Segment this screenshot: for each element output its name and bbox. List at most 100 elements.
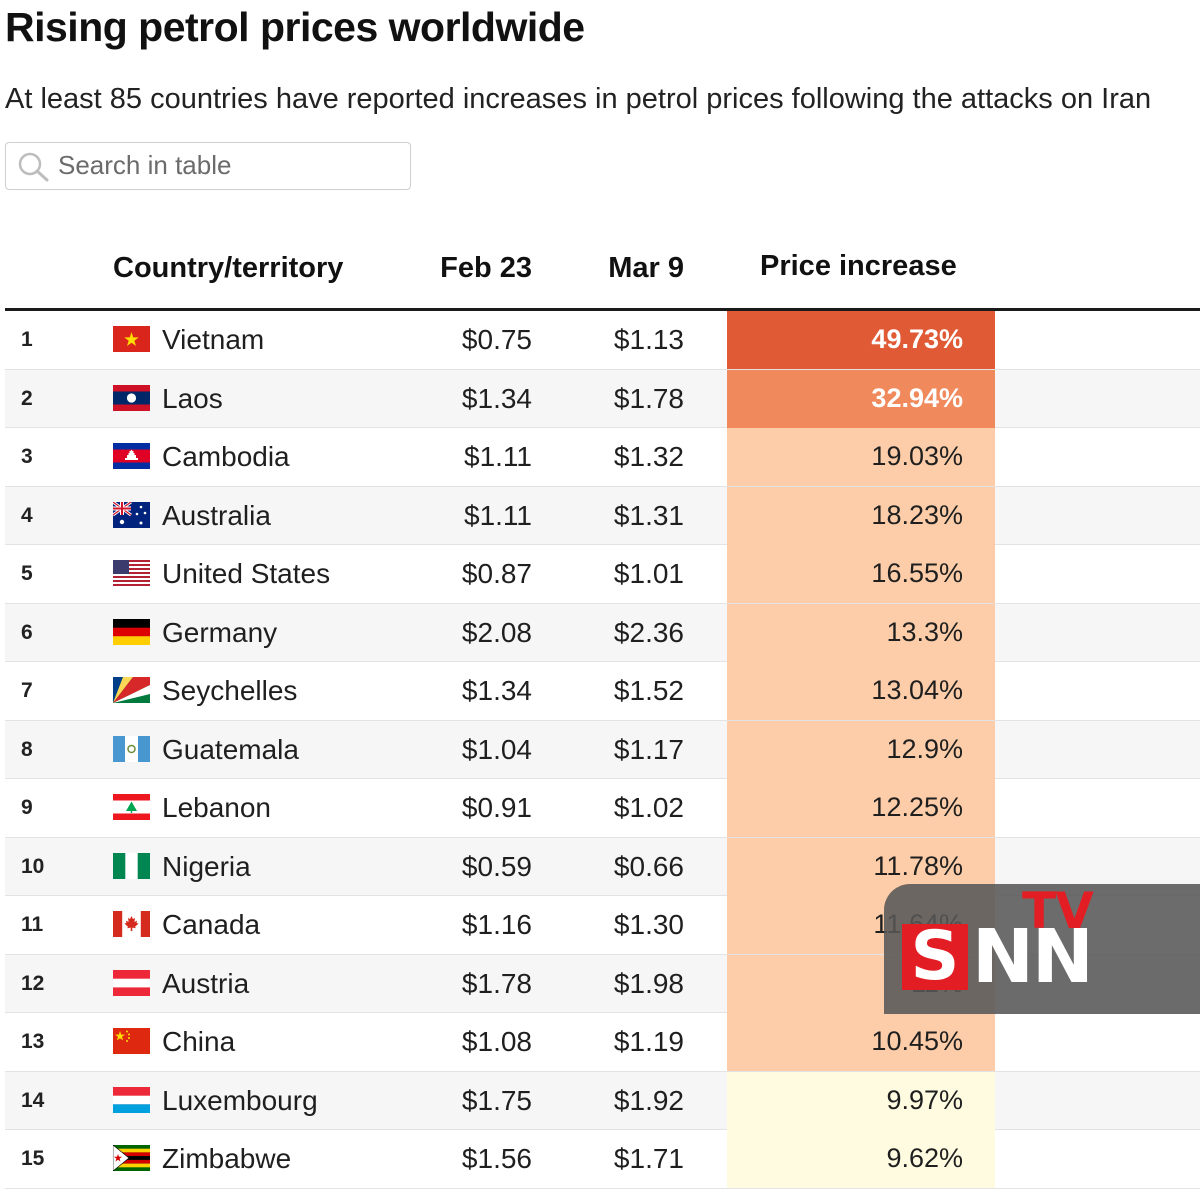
- canada-flag: [113, 911, 150, 937]
- watermark-s: S: [902, 923, 968, 991]
- page-subtitle: At least 85 countries have reported incr…: [5, 83, 1152, 115]
- price-feb-23: $1.11: [464, 441, 532, 472]
- price-feb-23: $1.11: [464, 499, 532, 531]
- luxembourg-flag: [113, 1086, 150, 1113]
- row-rank: 10: [21, 854, 45, 878]
- row-rank: 14: [21, 1088, 45, 1112]
- price-feb-23: $1.08: [461, 1026, 532, 1057]
- price-mar-9: $1.17: [613, 733, 684, 765]
- price-increase-cell: 9.62%: [727, 1130, 995, 1188]
- country-name: Australia: [162, 499, 271, 531]
- price-feb-23: $1.78: [461, 967, 532, 999]
- price-mar-9: $1.98: [613, 967, 684, 999]
- row-rank: 9: [21, 796, 33, 819]
- country-name: Lebanon: [162, 792, 272, 823]
- price-feb-23: $1.04: [461, 733, 532, 765]
- row-rank: 5: [21, 562, 33, 585]
- price-feb-23: $1.75: [461, 1084, 532, 1116]
- column-header-mar-9[interactable]: Mar 9: [608, 252, 684, 284]
- price-mar-9: $1.30: [613, 909, 684, 940]
- table-body: 1 Vietnam $0.75 $1.13 49.73% 2 Laos $1.34 $1.78 3…: [5, 311, 1200, 1189]
- price-increase-cell: 13.04%: [727, 662, 995, 720]
- table-row: 15 Zimbabwe $1.56 $1.71 9.62%: [5, 1130, 1200, 1189]
- watermark-tv: TV: [1022, 882, 1094, 940]
- table-row: 1 Vietnam $0.75 $1.13 49.73%: [5, 311, 1200, 370]
- row-rank: 12: [21, 971, 45, 995]
- table-row: 14 Luxembourg $1.75 $1.92 9.97%: [5, 1071, 1200, 1130]
- row-rank: 15: [21, 1147, 45, 1170]
- table-row: 6 Germany $2.08 $2.36 13.3%: [5, 603, 1200, 662]
- search-icon: [16, 151, 52, 183]
- price-feb-23: $1.56: [461, 1143, 532, 1174]
- table-row: 8 Guatemala $1.04 $1.17 12.9%: [5, 720, 1200, 779]
- row-rank: 13: [21, 1030, 45, 1053]
- price-feb-23: $2.08: [461, 616, 532, 648]
- price-mar-9: $1.01: [613, 558, 684, 589]
- country-name: Seychelles: [162, 675, 298, 706]
- price-mar-9: $1.78: [613, 382, 684, 414]
- price-increase-cell: 49.73%: [727, 311, 995, 369]
- table-row: 3 Cambodia $1.11 $1.32 19.03%: [5, 428, 1200, 487]
- price-mar-9: $1.31: [613, 499, 684, 531]
- vietnam-flag: [113, 326, 150, 352]
- country-name: United States: [162, 558, 331, 589]
- australia-flag: [113, 501, 150, 528]
- country-name: Cambodia: [162, 441, 290, 472]
- price-feb-23: $0.75: [461, 324, 532, 355]
- country-name: Laos: [162, 382, 223, 414]
- price-mar-9: $1.52: [613, 675, 684, 706]
- price-increase-cell: 9.97%: [727, 1071, 995, 1130]
- table-row: 4 Australia $1.11 $1.31 18.23%: [5, 486, 1200, 545]
- price-feb-23: $1.34: [461, 675, 532, 706]
- country-name: Canada: [162, 909, 261, 940]
- row-rank: 8: [21, 737, 33, 761]
- price-increase-cell: 10.45%: [727, 1013, 995, 1071]
- price-mar-9: $1.92: [613, 1084, 684, 1116]
- search-box[interactable]: [5, 142, 411, 190]
- price-mar-9: $2.36: [613, 616, 684, 648]
- column-header-feb-23[interactable]: Feb 23: [440, 252, 532, 284]
- row-rank: 3: [21, 445, 33, 468]
- table-row: 2 Laos $1.34 $1.78 32.94%: [5, 369, 1200, 428]
- table-header: Country/territory Feb 23 Mar 9 Price inc…: [5, 230, 1200, 311]
- price-increase-cell: 18.23%: [727, 486, 995, 545]
- price-mar-9: $1.13: [613, 324, 684, 355]
- country-name: China: [162, 1026, 236, 1057]
- laos-flag: [113, 384, 150, 411]
- country-name: Guatemala: [162, 733, 299, 765]
- price-mar-9: $0.66: [613, 850, 684, 882]
- row-rank: 2: [21, 386, 33, 410]
- country-name: Luxembourg: [162, 1084, 318, 1116]
- price-feb-23: $0.87: [461, 558, 532, 589]
- lebanon-flag: [113, 794, 150, 820]
- price-increase-cell: 16.55%: [727, 545, 995, 603]
- watermark-nn: NN: [972, 914, 1094, 1000]
- page-title: Rising petrol prices worldwide: [5, 4, 585, 50]
- search-input[interactable]: [58, 143, 398, 188]
- price-increase-cell: 13.3%: [727, 603, 995, 662]
- row-rank: 1: [21, 328, 33, 351]
- table-row: 5 United States $0.87 $1.01 16.55%: [5, 545, 1200, 604]
- table-row: 7 Seychelles $1.34 $1.52 13.04%: [5, 662, 1200, 721]
- country-name: Austria: [162, 967, 250, 999]
- price-mar-9: $1.71: [613, 1143, 684, 1174]
- zimbabwe-flag: [113, 1145, 150, 1171]
- column-header-price-increase[interactable]: Price increase: [760, 250, 957, 282]
- country-name: Nigeria: [162, 850, 251, 882]
- price-feb-23: $1.16: [461, 909, 532, 940]
- guatemala-flag: [113, 735, 150, 762]
- china-flag: [113, 1028, 150, 1054]
- price-increase-cell: 19.03%: [727, 428, 995, 486]
- united-states-flag: [113, 560, 150, 586]
- row-rank: 7: [21, 679, 33, 702]
- price-mar-9: $1.19: [613, 1026, 684, 1057]
- price-increase-cell: 12.25%: [727, 779, 995, 837]
- table-row: 9 Lebanon $0.91 $1.02 12.25%: [5, 779, 1200, 838]
- country-name: Zimbabwe: [162, 1143, 292, 1174]
- austria-flag: [113, 969, 150, 996]
- nigeria-flag: [113, 852, 150, 879]
- price-table: Country/territory Feb 23 Mar 9 Price inc…: [5, 230, 1200, 1189]
- price-increase-cell: 32.94%: [727, 369, 995, 428]
- column-header-country[interactable]: Country/territory: [113, 252, 344, 284]
